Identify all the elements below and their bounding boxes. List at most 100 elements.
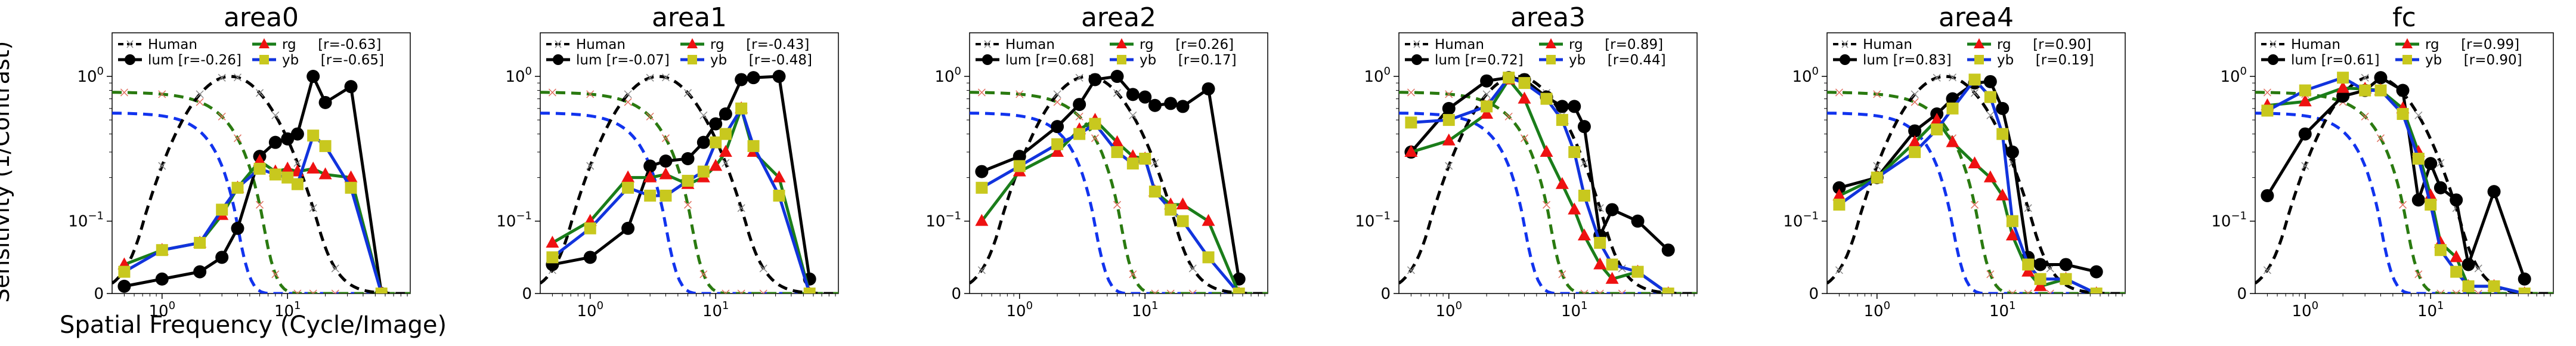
- point-rg: [709, 159, 723, 171]
- point-lum: [344, 80, 358, 94]
- legend-marker-human: [126, 40, 134, 48]
- point-lum: [1088, 73, 1102, 86]
- point-rg: [1202, 214, 1215, 226]
- y-tick-label: 0: [522, 285, 532, 303]
- legend-marker-lum: [982, 54, 993, 65]
- point-yb: [1442, 114, 1455, 126]
- point-lum: [1605, 203, 1619, 217]
- human-yb-curve: [2255, 112, 2553, 294]
- point-yb: [1931, 123, 1943, 135]
- point-rg: [643, 170, 657, 183]
- point-rg: [546, 236, 559, 248]
- point-rg: [1908, 135, 1922, 147]
- chart-title: area1: [652, 2, 727, 33]
- point-yb: [2090, 288, 2103, 294]
- chart-title: area3: [1510, 2, 1586, 33]
- human-marker: [624, 90, 632, 98]
- x-tick-label: 101: [1132, 299, 1159, 320]
- figure-ylabel: Sensitivity (1/Contrast): [0, 41, 14, 303]
- human-marker: [1986, 270, 1995, 279]
- legend-marker-rg: [259, 38, 270, 48]
- legend-label: rg [r=-0.63]: [282, 37, 381, 52]
- human-marker: [722, 289, 730, 294]
- human-marker: [1445, 90, 1453, 98]
- point-yb: [1503, 72, 1515, 84]
- point-yb: [307, 129, 320, 142]
- point-lum: [290, 127, 304, 141]
- point-yb: [1631, 265, 1644, 278]
- point-yb: [2374, 84, 2387, 97]
- legend-marker-yb: [1974, 55, 1984, 64]
- human-marker: [120, 88, 128, 97]
- point-lum: [643, 159, 657, 173]
- x-tick-label: 101: [2417, 299, 2444, 320]
- human-marker: [699, 270, 708, 279]
- axes-frame: [2255, 32, 2554, 294]
- point-yb: [1946, 102, 1959, 115]
- point-lum: [1176, 100, 1190, 113]
- point-lum: [2261, 189, 2274, 202]
- human-marker: [661, 134, 670, 143]
- point-lum: [2518, 272, 2531, 286]
- point-lum: [1631, 214, 1645, 228]
- point-yb: [710, 136, 722, 149]
- legend-marker-rg: [687, 38, 698, 48]
- human-marker: [722, 159, 730, 167]
- point-yb: [1556, 114, 1568, 126]
- point-rg: [1110, 135, 1124, 147]
- legend-label: Human: [148, 37, 197, 52]
- point-yb: [1968, 73, 1981, 86]
- point-lum: [281, 132, 295, 146]
- point-lum: [1661, 243, 1675, 257]
- chart-title: fc: [2392, 2, 2416, 33]
- point-yb: [2412, 153, 2425, 165]
- human-marker: [2398, 200, 2407, 209]
- point-yb: [1233, 288, 1245, 294]
- human-marker: [331, 289, 339, 294]
- human-marker: [1113, 200, 1122, 209]
- y-tick-label: 100: [77, 65, 104, 86]
- point-lum: [117, 279, 131, 293]
- point-yb: [1606, 258, 1618, 271]
- point-rg: [2450, 250, 2463, 262]
- point-lum: [772, 70, 786, 84]
- human-marker: [233, 134, 242, 143]
- y-tick-label: 10−1: [925, 210, 961, 231]
- human-marker: [1580, 289, 1589, 294]
- point-yb: [1594, 237, 1606, 249]
- point-rg: [1404, 144, 1418, 157]
- human-marker: [683, 89, 692, 97]
- human-marker: [2414, 270, 2423, 279]
- human-marker: [2024, 289, 2032, 294]
- point-rg: [772, 170, 786, 183]
- legend-label: yb [r=0.90]: [2425, 52, 2522, 68]
- human-marker: [1580, 159, 1589, 167]
- human-rg-curve: [970, 91, 1268, 294]
- point-rg: [2336, 81, 2350, 93]
- legend-marker-yb: [1546, 55, 1556, 64]
- axes-frame: [1398, 32, 1698, 294]
- legend-marker-human: [555, 40, 562, 48]
- axes-frame: [112, 32, 411, 294]
- point-yb: [1984, 91, 1996, 103]
- point-yb: [2060, 273, 2072, 285]
- human-marker: [737, 289, 745, 294]
- point-lum: [2396, 84, 2410, 97]
- point-lum: [1442, 101, 1456, 115]
- human-marker: [1015, 90, 1024, 98]
- legend-label: Human: [1863, 37, 1912, 52]
- legend-label: rg [r=0.99]: [2425, 37, 2519, 52]
- human-marker: [1520, 134, 1529, 143]
- x-tick-label: 101: [274, 299, 301, 320]
- legend-label: rg [r=0.26]: [1140, 37, 1234, 52]
- point-rg: [719, 144, 732, 157]
- point-lum: [681, 152, 695, 166]
- point-yb: [1578, 189, 1590, 202]
- legend-marker-lum: [2268, 54, 2278, 65]
- point-lum: [1996, 101, 2010, 115]
- human-marker: [1873, 90, 1881, 98]
